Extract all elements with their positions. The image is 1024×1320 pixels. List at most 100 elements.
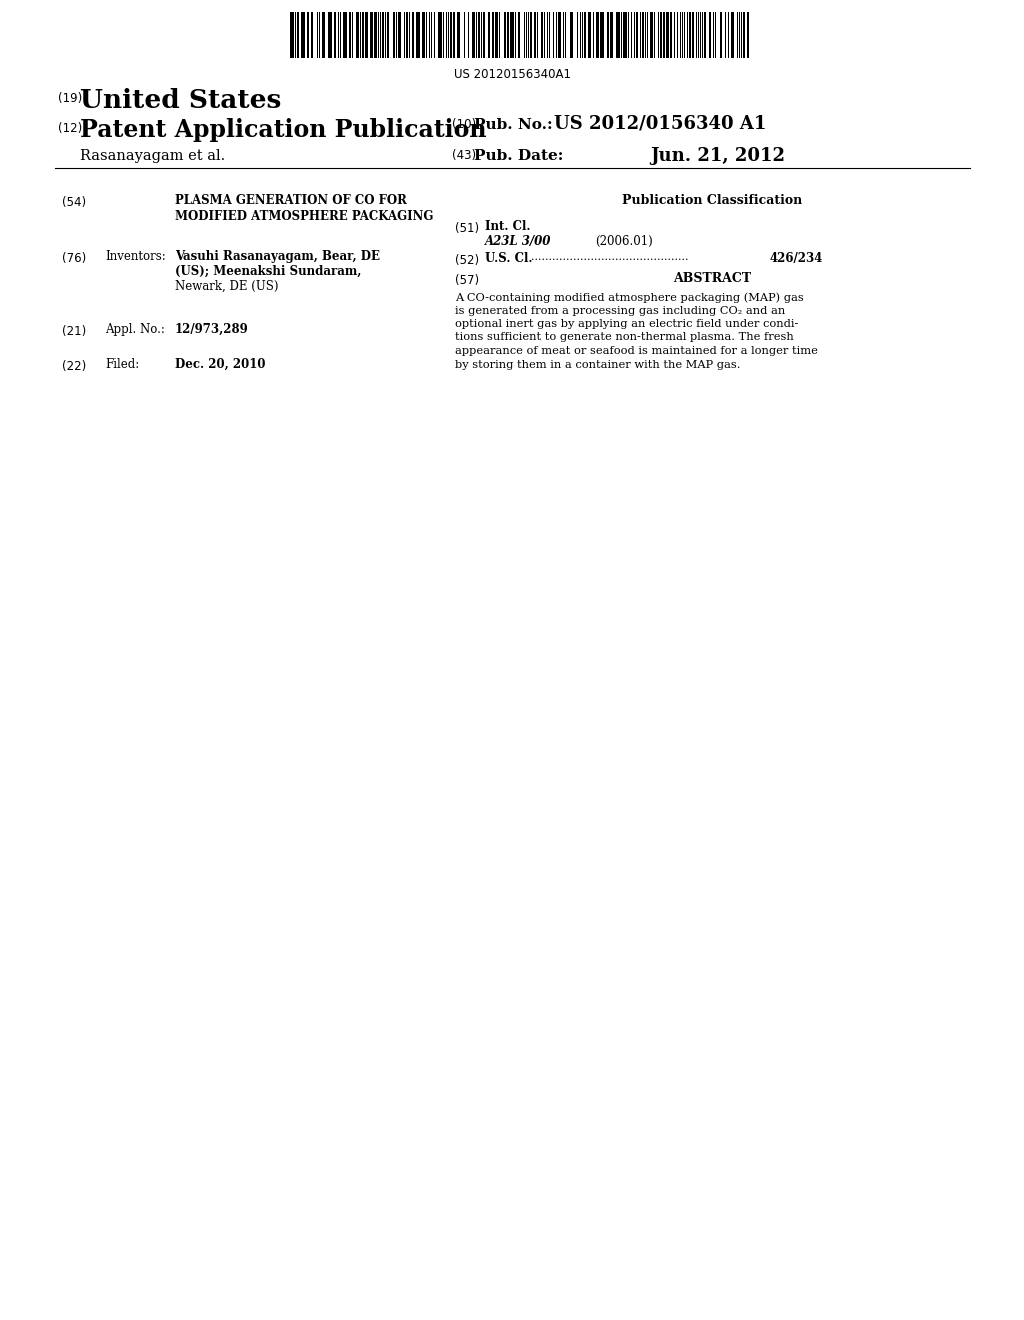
Bar xyxy=(596,12,599,58)
Bar xyxy=(290,12,294,58)
Bar xyxy=(343,12,347,58)
Text: (10): (10) xyxy=(452,117,476,131)
Bar xyxy=(650,12,653,58)
Bar xyxy=(743,12,745,58)
Bar xyxy=(472,12,475,58)
Bar xyxy=(530,12,532,58)
Bar xyxy=(450,12,452,58)
Text: (US); Meenakshi Sundaram,: (US); Meenakshi Sundaram, xyxy=(175,265,361,279)
Text: Inventors:: Inventors: xyxy=(105,249,166,263)
Bar xyxy=(518,12,520,58)
Bar xyxy=(328,12,332,58)
Bar xyxy=(393,12,395,58)
Bar xyxy=(457,12,460,58)
Bar xyxy=(720,12,722,58)
Text: A23L 3/00: A23L 3/00 xyxy=(485,235,551,248)
Bar xyxy=(607,12,609,58)
Bar xyxy=(558,12,561,58)
Bar xyxy=(406,12,408,58)
Text: 426/234: 426/234 xyxy=(770,252,823,265)
Bar xyxy=(534,12,536,58)
Text: (52): (52) xyxy=(455,253,479,267)
Text: PLASMA GENERATION OF CO FOR: PLASMA GENERATION OF CO FOR xyxy=(175,194,407,207)
Bar xyxy=(636,12,638,58)
Bar xyxy=(610,12,613,58)
Bar xyxy=(584,12,586,58)
Bar xyxy=(398,12,401,58)
Bar xyxy=(746,12,749,58)
Bar xyxy=(689,12,691,58)
Text: tions sufficient to generate non-thermal plasma. The fresh: tions sufficient to generate non-thermal… xyxy=(455,333,794,342)
Text: (76): (76) xyxy=(62,252,86,265)
Bar xyxy=(663,12,665,58)
Bar xyxy=(616,12,620,58)
Bar xyxy=(478,12,480,58)
Bar xyxy=(510,12,514,58)
Bar xyxy=(670,12,672,58)
Bar xyxy=(370,12,373,58)
Bar xyxy=(692,12,694,58)
Text: A CO-containing modified atmosphere packaging (MAP) gas: A CO-containing modified atmosphere pack… xyxy=(455,292,804,302)
Bar xyxy=(660,12,662,58)
Text: Filed:: Filed: xyxy=(105,358,139,371)
Bar xyxy=(488,12,490,58)
Bar xyxy=(416,12,420,58)
Bar xyxy=(322,12,325,58)
Bar xyxy=(365,12,368,58)
Bar xyxy=(387,12,389,58)
Text: US 20120156340A1: US 20120156340A1 xyxy=(454,69,570,81)
Bar xyxy=(301,12,305,58)
Text: Patent Application Publication: Patent Application Publication xyxy=(80,117,486,143)
Text: (2006.01): (2006.01) xyxy=(595,235,652,248)
Bar xyxy=(374,12,377,58)
Bar xyxy=(495,12,498,58)
Bar xyxy=(541,12,543,58)
Bar xyxy=(642,12,644,58)
Text: (43): (43) xyxy=(452,149,476,162)
Text: ABSTRACT: ABSTRACT xyxy=(674,272,752,285)
Bar xyxy=(666,12,669,58)
Bar xyxy=(709,12,711,58)
Bar xyxy=(412,12,414,58)
Text: US 2012/0156340 A1: US 2012/0156340 A1 xyxy=(554,115,766,133)
Text: U.S. Cl.: U.S. Cl. xyxy=(485,252,532,265)
Bar xyxy=(438,12,442,58)
Bar xyxy=(507,12,509,58)
Text: Dec. 20, 2010: Dec. 20, 2010 xyxy=(175,358,265,371)
Text: (57): (57) xyxy=(455,275,479,286)
Text: Pub. Date:: Pub. Date: xyxy=(474,149,563,162)
Bar xyxy=(382,12,384,58)
Text: is generated from a processing gas including CO₂ and an: is generated from a processing gas inclu… xyxy=(455,305,785,315)
Text: (51): (51) xyxy=(455,222,479,235)
Text: Jun. 21, 2012: Jun. 21, 2012 xyxy=(650,147,785,165)
Bar xyxy=(334,12,336,58)
Bar xyxy=(311,12,313,58)
Text: (12): (12) xyxy=(58,121,82,135)
Bar xyxy=(731,12,734,58)
Bar xyxy=(705,12,706,58)
Text: 12/973,289: 12/973,289 xyxy=(175,323,249,337)
Bar xyxy=(362,12,364,58)
Text: optional inert gas by applying an electric field under condi-: optional inert gas by applying an electr… xyxy=(455,319,799,329)
Text: (22): (22) xyxy=(62,360,86,374)
Text: Newark, DE (US): Newark, DE (US) xyxy=(175,280,279,293)
Text: (19): (19) xyxy=(58,92,82,106)
Bar xyxy=(570,12,573,58)
Text: Publication Classification: Publication Classification xyxy=(623,194,803,207)
Text: (21): (21) xyxy=(62,325,86,338)
Text: Rasanayagam et al.: Rasanayagam et al. xyxy=(80,149,225,162)
Bar xyxy=(483,12,485,58)
Text: MODIFIED ATMOSPHERE PACKAGING: MODIFIED ATMOSPHERE PACKAGING xyxy=(175,210,433,223)
Text: by storing them in a container with the MAP gas.: by storing them in a container with the … xyxy=(455,359,740,370)
Bar xyxy=(356,12,359,58)
Text: Vasuhi Rasanayagam, Bear, DE: Vasuhi Rasanayagam, Bear, DE xyxy=(175,249,380,263)
Bar xyxy=(349,12,351,58)
Text: Int. Cl.: Int. Cl. xyxy=(485,220,530,234)
Bar xyxy=(504,12,506,58)
Text: appearance of meat or seafood is maintained for a longer time: appearance of meat or seafood is maintai… xyxy=(455,346,818,356)
Bar xyxy=(453,12,455,58)
Bar xyxy=(623,12,627,58)
Bar xyxy=(422,12,425,58)
Bar xyxy=(297,12,299,58)
Text: .............................................: ........................................… xyxy=(531,252,688,261)
